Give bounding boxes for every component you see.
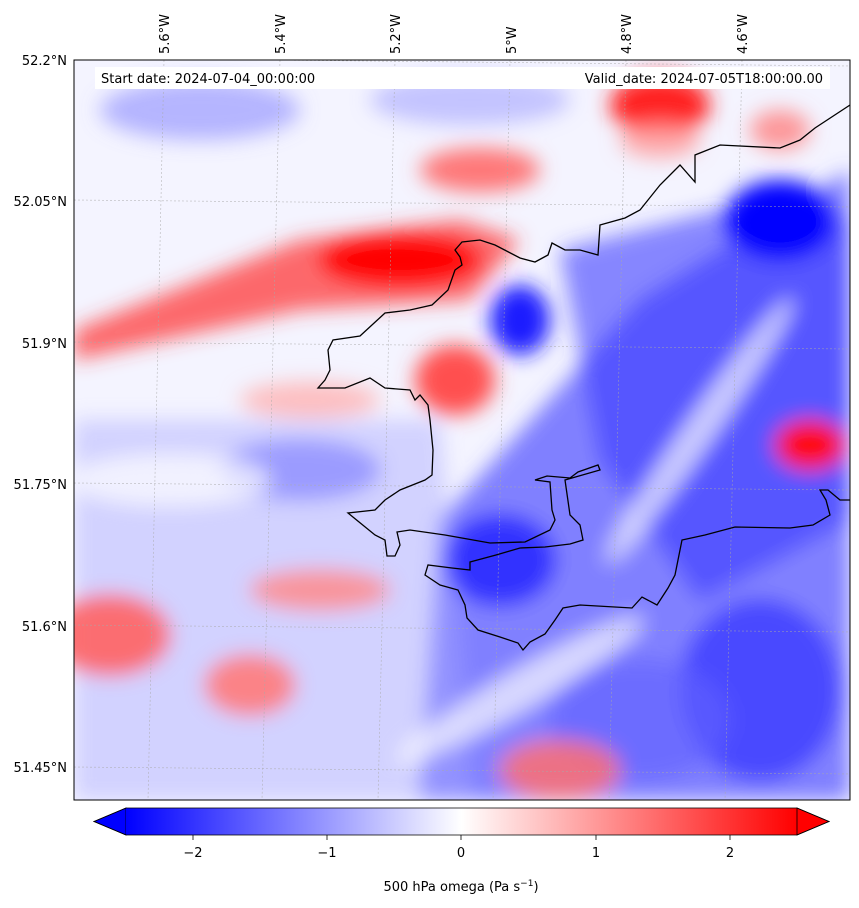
colorbar-max-extend (796, 807, 831, 836)
lon-label: 5.2°W (389, 14, 404, 54)
map-frame (73, 59, 851, 801)
lat-label: 52.2°N (22, 54, 67, 69)
colorbar: −2 −1 0 1 2 500 hPa omega (Pa s−1) (92, 807, 831, 895)
colorbar-gradient (126, 808, 797, 835)
valid-date-text: Valid_date: 2024-07-05T18:00:00.00 (585, 72, 823, 87)
lon-label: 5.4°W (274, 14, 289, 54)
colorbar-tick-label: −1 (317, 846, 336, 861)
colorbar-tick-label: 0 (457, 846, 465, 861)
omega-field (74, 60, 850, 800)
longitude-labels: 5.6°W 5.4°W 5.2°W 5°W 4.8°W 4.6°W (158, 14, 751, 54)
lat-label: 51.6°N (22, 620, 67, 635)
start-date-text: Start date: 2024-07-04_00:00:00 (101, 72, 315, 87)
lon-label: 4.6°W (736, 14, 751, 54)
colorbar-tick-label: 1 (592, 846, 600, 861)
graticule (74, 60, 850, 800)
coastline (316, 104, 850, 652)
lat-label: 51.9°N (22, 337, 67, 352)
latitude-labels: 52.2°N 52.05°N 51.9°N 51.75°N 51.6°N 51.… (14, 54, 67, 776)
lon-label: 4.8°W (620, 14, 635, 54)
lat-label: 52.05°N (14, 195, 67, 210)
colorbar-label: 500 hPa omega (Pa s−1) (383, 879, 538, 895)
lon-label: 5°W (505, 26, 520, 54)
colorbar-tick-label: 2 (726, 846, 734, 861)
lat-label: 51.75°N (14, 478, 67, 493)
header-box: Start date: 2024-07-04_00:00:00 Valid_da… (95, 67, 830, 89)
lon-label: 5.6°W (158, 14, 173, 54)
lat-label: 51.45°N (14, 761, 67, 776)
colorbar-tick-label: −2 (183, 846, 202, 861)
colorbar-min-extend (92, 807, 127, 836)
